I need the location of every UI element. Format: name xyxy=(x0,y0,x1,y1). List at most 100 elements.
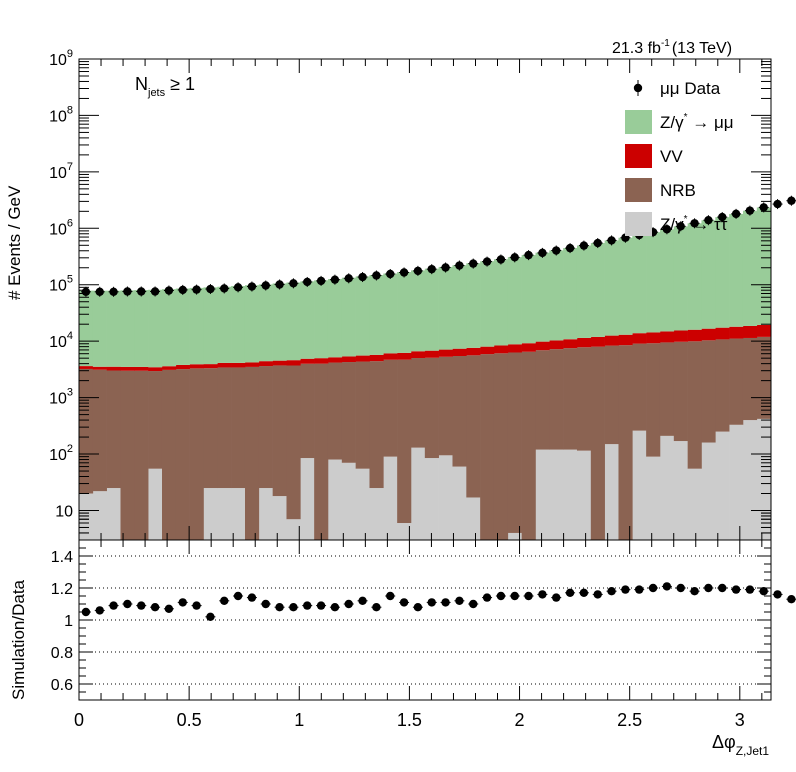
zmm-bar xyxy=(383,273,398,354)
main-y-axis: 10 102 103 104 105 106 107 108 109 xyxy=(49,48,771,541)
lumi-label: 21.3 fb-1 (13 TeV) xyxy=(612,38,732,57)
ztt-bar xyxy=(148,468,163,540)
vv-bar xyxy=(646,332,661,344)
data-point xyxy=(565,243,576,254)
data-point xyxy=(786,195,796,206)
ratio-points xyxy=(80,582,796,621)
data-point xyxy=(592,238,603,249)
ratio-point xyxy=(634,585,645,594)
nrb-bar xyxy=(507,352,522,533)
data-point xyxy=(94,286,105,297)
data-point xyxy=(288,278,299,289)
ztt-bar xyxy=(410,447,426,540)
nrb-bar xyxy=(729,338,744,425)
zmm-bar xyxy=(231,285,246,363)
y-tick-label: 102 xyxy=(49,443,73,464)
ratio-point xyxy=(385,591,396,601)
zmm-bar xyxy=(203,287,218,365)
ratio-point xyxy=(509,591,520,601)
nrb-bar xyxy=(244,366,260,540)
nrb-bar xyxy=(632,343,647,431)
nrb-bar xyxy=(563,348,578,450)
nrb-bar xyxy=(258,366,273,489)
vv-bar xyxy=(203,364,218,369)
data-point xyxy=(661,224,672,235)
ztt-bar xyxy=(604,444,619,540)
ratio-point xyxy=(440,598,451,607)
main-y-label: # Events / GeV xyxy=(5,185,24,300)
ratio-y-label: Simulation/Data xyxy=(9,579,28,700)
zmm-bar xyxy=(327,279,343,358)
zmm-bar xyxy=(452,265,467,349)
ratio-point xyxy=(620,585,631,594)
zmm-bar xyxy=(701,220,716,329)
ratio-point xyxy=(246,593,257,602)
nrb-bar xyxy=(327,362,343,460)
ztt-bar xyxy=(742,420,758,540)
vv-bar xyxy=(438,349,453,357)
data-point xyxy=(246,281,257,292)
legend-label: Z/γ* → μμ xyxy=(660,112,734,132)
ztt-bar xyxy=(327,459,343,540)
ratio-point xyxy=(412,603,423,612)
ratio-point xyxy=(163,604,174,613)
data-point xyxy=(371,270,382,281)
vv-bar xyxy=(410,351,426,359)
zmm-bar xyxy=(161,289,177,367)
legend-entry-ztt: Z/γ* → ττ xyxy=(625,212,728,236)
vv-bar xyxy=(217,362,232,368)
ztt-bar xyxy=(424,458,439,540)
vv-bar xyxy=(148,367,163,372)
nrb-bar xyxy=(217,367,232,489)
ratio-point xyxy=(150,603,161,612)
ztt-bar xyxy=(231,488,246,540)
data-point xyxy=(717,212,728,223)
vv-bar xyxy=(632,333,647,344)
nrb-bar xyxy=(314,363,329,540)
data-point xyxy=(357,272,368,283)
ztt-bar xyxy=(203,488,218,540)
ratio-point xyxy=(648,583,659,593)
data-point xyxy=(191,284,202,295)
nrb-bar xyxy=(424,357,439,459)
vv-bar xyxy=(106,366,121,371)
data-point xyxy=(205,284,216,295)
nrb-bar xyxy=(106,370,121,489)
ratio-x-label: ΔφZ,Jet1 xyxy=(712,732,769,758)
zmm-bar xyxy=(466,263,481,348)
ratio-point xyxy=(329,603,340,612)
ratio-point xyxy=(191,601,202,610)
ztt-bar xyxy=(535,449,550,540)
zmm-bar xyxy=(341,277,356,357)
ratio-point xyxy=(731,585,742,594)
ratio-point xyxy=(772,590,783,599)
vv-bar xyxy=(563,339,578,349)
nrb-bar xyxy=(300,363,315,459)
x-tick-label: 3 xyxy=(735,710,745,730)
ztt-bar xyxy=(729,424,744,540)
x-tick-label: 2 xyxy=(515,710,525,730)
legend-label: NRB xyxy=(660,181,696,200)
zmm-bar xyxy=(189,287,204,365)
zmm-bar xyxy=(92,290,107,367)
data-point xyxy=(440,262,451,273)
ztt-bar xyxy=(715,431,730,540)
zmm-bar xyxy=(79,290,94,367)
ztt-bar xyxy=(106,488,121,540)
zmm-bar xyxy=(659,229,675,332)
data-point xyxy=(744,205,755,216)
nrb-bar xyxy=(715,339,730,432)
zmm-bar xyxy=(410,270,426,352)
ztt-bar xyxy=(258,488,273,540)
data-point xyxy=(468,258,479,269)
nrb-bar xyxy=(134,370,149,540)
ratio-point xyxy=(606,587,617,596)
vv-bar xyxy=(92,366,107,370)
y-tick-label: 106 xyxy=(49,217,73,238)
ztt-bar xyxy=(687,468,702,540)
ratio-point xyxy=(122,599,133,609)
vv-bar xyxy=(493,345,509,354)
ratio-point xyxy=(758,587,769,596)
vv-bar xyxy=(604,335,619,346)
nrb-bar xyxy=(355,361,370,469)
